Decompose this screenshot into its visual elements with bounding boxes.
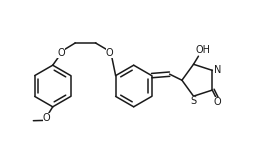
Text: O: O <box>43 113 50 123</box>
Text: O: O <box>214 97 221 107</box>
Text: OH: OH <box>195 45 210 55</box>
Text: O: O <box>106 48 113 58</box>
Text: S: S <box>190 96 196 106</box>
Text: O: O <box>57 48 65 58</box>
Text: N: N <box>214 65 222 75</box>
